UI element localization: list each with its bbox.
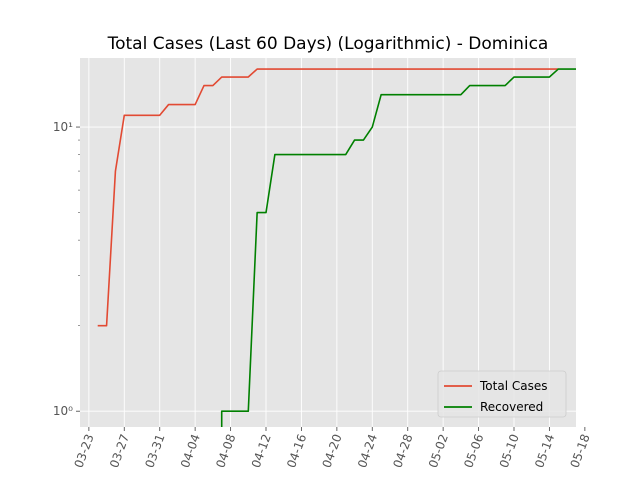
y-tick-label: 10⁰	[53, 404, 73, 418]
x-axis: 03-23 03-27 03-31 04-04 04-08 04-12 04-16 04-20…	[72, 427, 593, 470]
legend: Total Cases Recovered	[437, 370, 567, 418]
x-tick-label: 04-20	[320, 432, 345, 470]
legend-box	[437, 370, 567, 418]
x-tick-label: 04-12	[249, 432, 274, 470]
legend-entry: Total Cases	[479, 379, 547, 393]
x-tick-label: 04-16	[284, 432, 309, 470]
x-tick-label: 05-10	[497, 432, 522, 470]
series-line-total-cases	[97, 68, 559, 327]
legend-entry: Recovered	[480, 400, 543, 414]
chart-title: Total Cases (Last 60 Days) (Logarithmic)…	[107, 34, 549, 54]
x-tick-label: 04-24	[355, 432, 380, 470]
x-tick-label: 03-23	[72, 432, 97, 470]
x-tick-label: 05-02	[426, 432, 451, 470]
x-tick-label: 03-31	[142, 432, 167, 470]
series-line-recovered	[220, 68, 576, 427]
x-tick-label: 05-06	[461, 432, 486, 470]
y-axis: 10⁰ 10¹	[53, 120, 80, 418]
x-tick-label: 05-14	[532, 432, 557, 470]
x-tick-label: 05-18	[568, 432, 593, 470]
series-layer	[97, 68, 576, 427]
x-tick-label: 04-28	[390, 432, 415, 470]
grid-lines	[80, 58, 586, 427]
plot-area	[80, 58, 576, 427]
y-tick-label: 10¹	[53, 120, 73, 134]
x-tick-label: 03-27	[107, 432, 132, 470]
x-tick-label: 04-08	[213, 432, 238, 470]
x-tick-label: 04-04	[178, 432, 203, 470]
